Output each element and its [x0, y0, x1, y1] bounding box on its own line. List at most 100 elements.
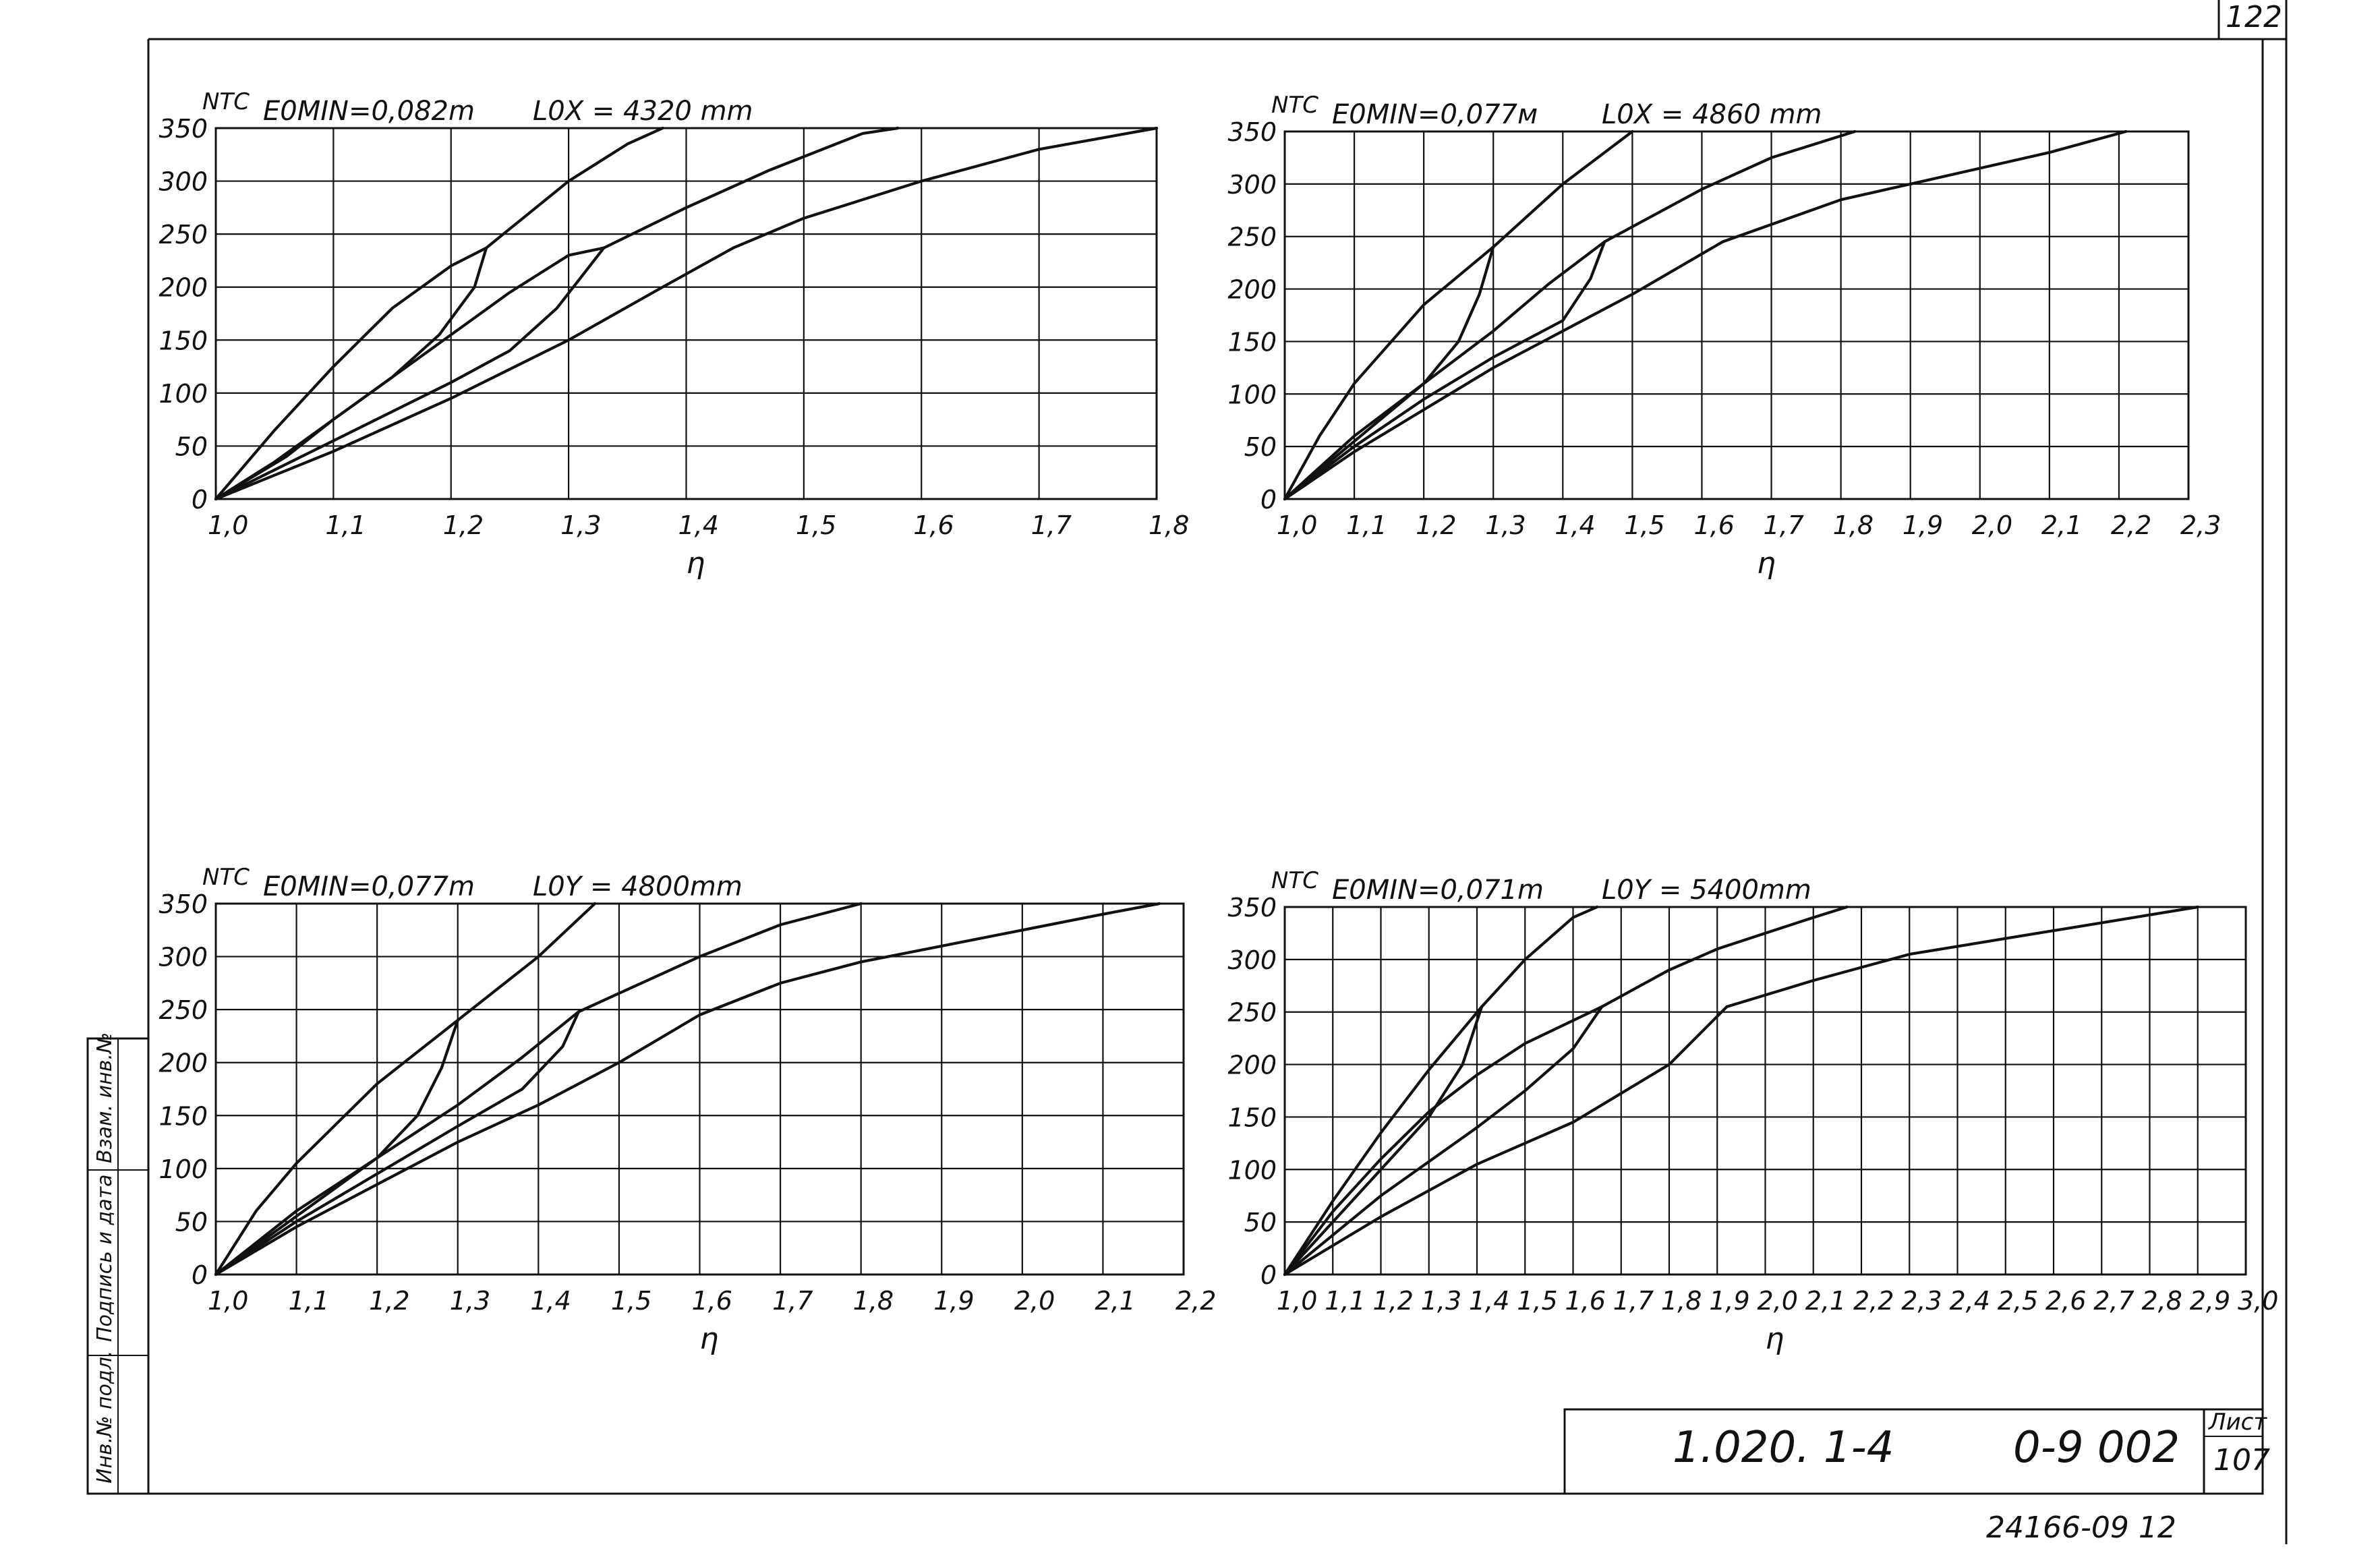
- series-curve: [214, 246, 488, 501]
- x-tick-label: 1,8: [853, 1286, 894, 1316]
- x-tick-label: 3,0: [2238, 1286, 2278, 1316]
- y-axis-label: NTC: [202, 88, 250, 115]
- series-curve: [1480, 905, 1599, 1009]
- y-tick-label: 200: [1227, 275, 1277, 305]
- series-curve: [1603, 129, 1857, 243]
- x-tick-label: 1,9: [1903, 510, 1943, 540]
- y-tick-label: 250: [1227, 223, 1277, 252]
- series-curve: [214, 1010, 581, 1277]
- x-tick-label: 1,1: [1346, 510, 1387, 540]
- archive-number: 24166-09 12: [1986, 1511, 2176, 1545]
- x-tick-label: 2,0: [1972, 510, 2012, 540]
- x-tick-label: 2,1: [1095, 1286, 1135, 1316]
- y-tick-label: 100: [1227, 1155, 1277, 1185]
- x-tick-label: 1,7: [1031, 510, 1072, 540]
- series-curve: [1725, 905, 2199, 1009]
- title-block-code: 1.020. 1-4: [1673, 1423, 1894, 1473]
- title-block-sheet-value: 107: [2213, 1443, 2270, 1477]
- side-stamp-replace-inv: Взам. инв.№: [93, 1032, 117, 1163]
- side-stamp: Инв.№ подл. Подпись и дата Взам. инв.№: [86, 1032, 150, 1495]
- param-e0min-label: E0MIN=0,082m: [263, 96, 475, 127]
- x-tick-label: 1,6: [692, 1286, 732, 1316]
- x-tick-label: 2,5: [1998, 1286, 2038, 1316]
- side-stamp-inv-no: Инв.№ подл.: [93, 1351, 117, 1484]
- x-tick-label: 1,8: [1661, 1286, 1702, 1316]
- series-curve: [214, 1013, 701, 1277]
- x-tick-label: 2,6: [2045, 1286, 2086, 1316]
- x-tick-label: 1,8: [1833, 510, 1874, 540]
- x-tick-label: 2,3: [1901, 1286, 1942, 1316]
- series-curve: [602, 126, 900, 250]
- x-tick-label: 2,2: [1176, 1286, 1216, 1316]
- x-tick-label: 1,6: [1693, 510, 1734, 540]
- series-curve: [577, 902, 863, 1014]
- y-tick-label: 0: [192, 485, 208, 515]
- x-tick-label: 1,1: [325, 510, 366, 540]
- x-tick-label: 2,2: [1853, 1286, 1894, 1316]
- param-l0-label: L0Y = 5400mm: [1602, 875, 1811, 906]
- x-tick-label: 1,3: [560, 510, 601, 540]
- x-tick-label: 1,3: [450, 1286, 490, 1316]
- x-tick-label: 1,5: [1624, 510, 1664, 540]
- param-l0-label: L0X = 4320 mm: [533, 96, 753, 127]
- x-tick-label: 1,5: [796, 510, 836, 540]
- x-tick-label: 1,2: [369, 1286, 409, 1316]
- side-stamp-sign-date: Подпись и дата: [93, 1175, 117, 1343]
- series-curve: [214, 246, 735, 501]
- y-tick-label: 300: [158, 167, 208, 197]
- param-e0min-label: E0MIN=0,077м: [1332, 99, 1538, 130]
- title-block: 1.020. 1-4 0-9 002 Лист 107: [1563, 1408, 2270, 1495]
- y-axis-label: NTC: [1271, 867, 1318, 894]
- y-tick-label: 350: [158, 889, 208, 919]
- x-tick-label: 1,4: [1469, 1286, 1509, 1316]
- y-tick-label: 350: [1227, 893, 1277, 922]
- x-tick-label: 1,8: [1149, 510, 1189, 540]
- y-tick-label: 0: [1260, 485, 1277, 515]
- x-tick-label: 1,1: [1325, 1286, 1365, 1316]
- x-tick-label: 1,2: [1373, 1286, 1414, 1316]
- y-tick-label: 100: [158, 379, 208, 409]
- x-tick-label: 2,8: [2142, 1286, 2182, 1316]
- series-curve: [214, 246, 488, 501]
- x-tick-label: 1,0: [208, 510, 248, 540]
- x-axis-label: η: [687, 546, 705, 581]
- x-tick-label: 1,6: [1565, 1286, 1606, 1316]
- x-tick-label: 1,4: [678, 510, 719, 540]
- x-tick-label: 1,4: [1555, 510, 1595, 540]
- x-tick-label: 2,0: [1758, 1286, 1798, 1316]
- title-block-sheet-label: Лист: [2207, 1409, 2267, 1436]
- x-axis-label: η: [1757, 546, 1776, 581]
- x-axis-label: η: [700, 1322, 719, 1356]
- chart-top-left: 1,0 1,1 1,2 1,3 1,4 1,5 1,6 1,7 1,8 0 50 100 150 200 2…: [158, 88, 1189, 581]
- sheet-number-top: 122: [2226, 0, 2282, 34]
- y-tick-label: 50: [1244, 1208, 1277, 1237]
- param-l0-label: L0X = 4860 mm: [1602, 99, 1822, 130]
- x-tick-label: 1,2: [443, 510, 484, 540]
- series-curve: [1283, 245, 1495, 501]
- x-tick-label: 2,1: [2041, 510, 2082, 540]
- x-tick-label: 1,0: [208, 1286, 248, 1316]
- series-curve: [214, 246, 606, 501]
- y-tick-label: 0: [192, 1260, 208, 1290]
- series-curve: [1283, 240, 1606, 501]
- y-tick-label: 150: [158, 1101, 208, 1131]
- param-l0-label: L0Y = 4800mm: [533, 871, 743, 902]
- title-block-series: 0-9 002: [2013, 1423, 2180, 1473]
- chart-bottom-right: 1,0 1,1 1,2 1,3 1,4 1,5 1,6 1,7 1,8 1,9 2,0 2,1 2,2 2…: [1227, 867, 2278, 1356]
- x-tick-label: 2,7: [2093, 1286, 2134, 1316]
- series-curve: [1283, 1005, 1729, 1277]
- series-curve: [1283, 240, 1724, 501]
- x-tick-label: 1,4: [530, 1286, 571, 1316]
- plot-border: [214, 127, 1158, 500]
- x-tick-label: 1,9: [933, 1286, 974, 1316]
- param-e0min-label: E0MIN=0,077m: [263, 871, 475, 902]
- y-tick-label: 250: [158, 995, 208, 1025]
- y-tick-label: 200: [158, 273, 208, 303]
- x-tick-label: 1,6: [913, 510, 954, 540]
- y-tick-label: 350: [158, 114, 208, 144]
- x-tick-label: 2,9: [2190, 1286, 2230, 1316]
- y-tick-label: 300: [158, 943, 208, 972]
- y-tick-label: 150: [1227, 327, 1277, 357]
- series-curve: [1492, 129, 1634, 249]
- chart-top-right: 1,0 1,1 1,2 1,3 1,4 1,5 1,6 1,7 1,8 1,9 2,0 2,1 2,2 2…: [1227, 92, 2221, 581]
